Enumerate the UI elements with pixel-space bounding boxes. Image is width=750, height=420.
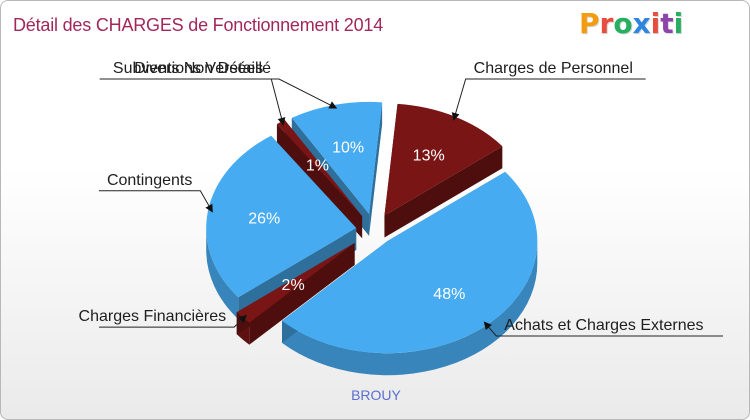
pct-label: 13% (413, 147, 445, 164)
proxiti-logo: Proxiti (579, 7, 684, 40)
slice-label: Contingents (107, 172, 192, 189)
chart-title: Détail des CHARGES de Fonctionnement 201… (13, 15, 384, 35)
slice-top (384, 103, 503, 216)
slice-wall (282, 241, 538, 376)
commune-label: BROUY (351, 387, 401, 403)
leader-line (107, 78, 338, 109)
leader-line (451, 78, 646, 121)
slice-wall (206, 227, 239, 320)
slice-edge (236, 242, 355, 335)
slice-edge (384, 146, 503, 238)
slice-top (282, 171, 538, 354)
pct-label: 2% (282, 277, 305, 294)
pct-label: 1% (306, 157, 329, 174)
pie-slice-subventions-vers-es (276, 120, 363, 239)
slice-label: Achats et Charges Externes (504, 317, 703, 334)
slice-top (276, 120, 363, 217)
leader-line (99, 190, 213, 213)
pct-label: 26% (248, 211, 280, 228)
slice-top (236, 242, 355, 323)
slice-top (291, 101, 383, 214)
pie-slice-achats-et-charges-externes (282, 171, 538, 376)
slice-label: Subventions Versées (113, 60, 263, 77)
leader-line (99, 314, 247, 328)
slice-label: Divers Non Détaillé (134, 60, 271, 77)
pct-label: 10% (332, 139, 364, 156)
pie-slice-charges-de-personnel (384, 103, 503, 238)
slice-label: Charges Financières (79, 308, 227, 325)
slice-label: Charges de Personnel (474, 60, 633, 77)
slice-top (206, 135, 357, 298)
pct-label: 48% (433, 286, 465, 303)
leader-line (99, 78, 286, 126)
slice-edge (369, 102, 383, 236)
leader-line (483, 321, 723, 337)
